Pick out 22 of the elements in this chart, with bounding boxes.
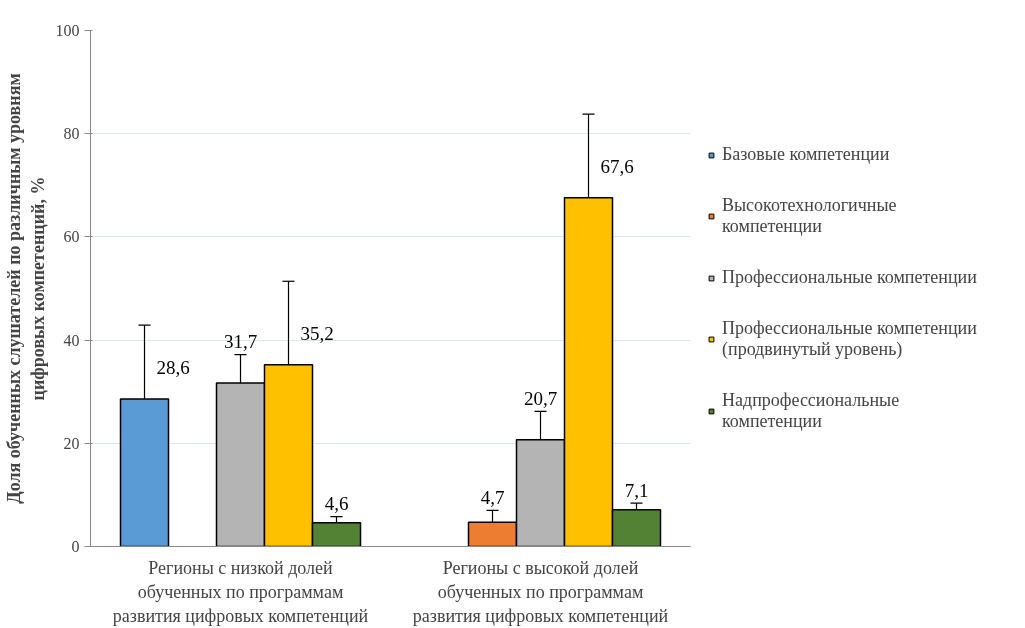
legend-label: Профессиональные компетенции (продвинутый уровень) [722, 318, 977, 360]
y-tick-label: 40 [63, 331, 80, 349]
x-tick-label: Регионы с высокой долей обученных по программам развития цифровых компетенций [412, 557, 669, 626]
data-label: 35,2 [300, 323, 334, 345]
y-axis-title: Доля обученных слушателей по различным уровням цифровых компетенций, % [3, 73, 48, 504]
data-label: 67,6 [600, 156, 634, 178]
x-tick-label: Регионы с низкой долей обученных по программам развития цифровых компетенций [112, 557, 369, 626]
legend-label: Высокотехнологичные компетенции [722, 195, 897, 237]
y-tick-label: 100 [55, 22, 80, 39]
data-label: 4,7 [480, 487, 505, 509]
data-label: 20,7 [523, 388, 558, 410]
y-tick-label: 0 [71, 538, 80, 555]
y-tick-label: 20 [63, 434, 80, 452]
y-tick-label: 60 [63, 228, 80, 246]
data-label: 4,6 [324, 493, 349, 515]
legend-label: Надпрофессиональные компетенции [722, 390, 900, 432]
y-tick-label: 80 [63, 125, 80, 143]
legend-label: Профессиональные компетенции [722, 267, 977, 288]
data-label: 7,1 [624, 479, 649, 501]
data-label: 28,6 [156, 357, 190, 379]
data-label: 31,7 [223, 331, 258, 353]
legend-label: Базовые компетенции [722, 144, 890, 165]
